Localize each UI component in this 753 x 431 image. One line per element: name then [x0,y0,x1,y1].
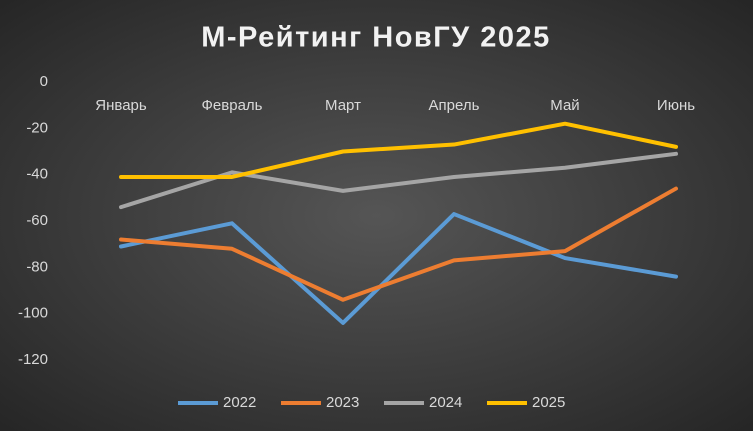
y-tick-label: -100 [18,305,48,322]
x-tick-label: Март [325,97,361,114]
legend-label: 2023 [326,394,359,411]
y-tick-label: -120 [18,351,48,368]
y-tick-label: -40 [26,166,48,183]
chart-title: М-Рейтинг НовГУ 2025 [201,22,551,54]
x-tick-label: Февраль [202,97,263,114]
legend-label: 2024 [429,394,462,411]
x-tick-label: Июнь [657,97,695,114]
series-line [119,186,678,302]
x-tick-label: Май [550,97,579,114]
x-tick-label: Январь [95,97,147,114]
y-tick-label: 0 [40,73,48,90]
legend-label: 2025 [532,394,565,411]
y-tick-label: -20 [26,119,48,136]
series-line [119,212,678,325]
y-tick-label: -60 [26,212,48,229]
series-line [119,121,678,179]
legend-label: 2022 [223,394,256,411]
x-tick-label: Апрель [429,97,480,114]
y-tick-label: -80 [26,258,48,275]
